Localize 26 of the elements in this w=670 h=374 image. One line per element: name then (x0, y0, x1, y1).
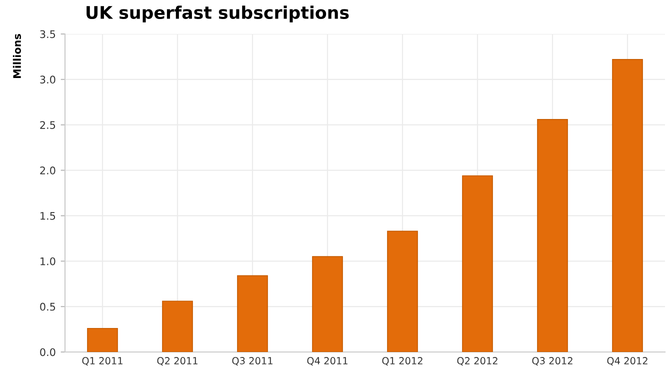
x-tick-label: Q4 2012 (607, 357, 648, 366)
bar (162, 300, 193, 352)
y-tick-label: 2.0 (40, 166, 56, 174)
y-tick-label: 0.5 (40, 302, 56, 311)
y-tick-label: 2.5 (40, 121, 56, 129)
y-tick-label: 3.5 (40, 30, 56, 38)
x-tick-label: Q1 2011 (82, 357, 122, 366)
x-tick-label: Q2 2011 (157, 357, 198, 366)
y-tick-label: 3.0 (40, 76, 56, 84)
y-axis-title: Millions (12, 34, 21, 78)
x-tick-label: Q1 2012 (382, 357, 422, 366)
y-tick-label: 1.0 (40, 257, 56, 266)
y-tick-label: 1.5 (40, 212, 56, 220)
bar (462, 175, 493, 352)
chart-title: UK superfast subscriptions (86, 6, 349, 22)
bar (312, 256, 343, 352)
bar (387, 230, 418, 352)
bar (87, 328, 118, 352)
x-tick-label: Q4 2011 (307, 357, 348, 366)
y-tick-label: 0.0 (40, 348, 56, 356)
bar (612, 59, 643, 352)
x-tick-label: Q3 2012 (532, 357, 572, 366)
bar (537, 118, 568, 352)
bar (237, 275, 268, 352)
x-tick-label: Q2 2012 (457, 357, 498, 366)
x-tick-label: Q3 2011 (232, 357, 272, 366)
